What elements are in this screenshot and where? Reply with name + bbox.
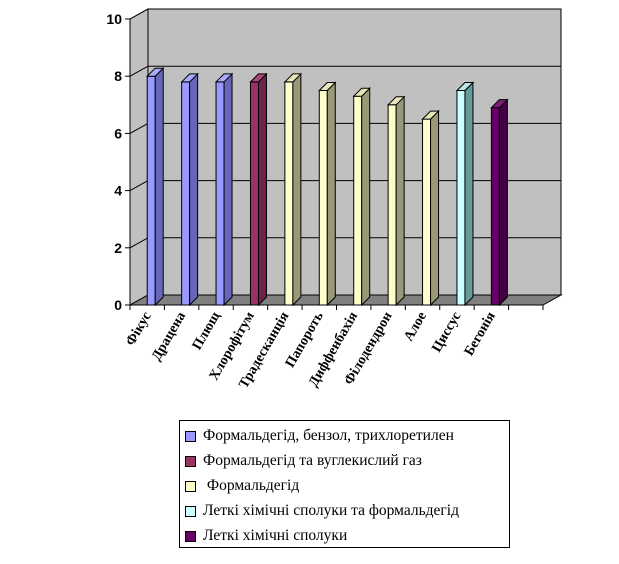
bar-front <box>181 81 191 306</box>
bar-2 <box>180 72 199 307</box>
legend-swatch-4 <box>185 505 196 517</box>
bar-top <box>180 73 199 83</box>
legend-label-3: Формальдегід <box>203 477 300 494</box>
bar-side <box>464 81 474 307</box>
bar-7 <box>352 87 371 307</box>
gridline-side <box>129 8 149 20</box>
bar-front <box>387 104 397 306</box>
bar-top <box>352 87 371 97</box>
legend-item-5: Леткі хімічні сполуки <box>185 525 347 547</box>
bar-9 <box>421 109 440 307</box>
y-tick-label: 0 <box>114 297 122 313</box>
legend: Формальдегід, бензол, трихлоретилен Форм… <box>179 420 510 548</box>
bar-top <box>214 73 234 83</box>
bar-top <box>490 99 509 109</box>
bar-1 <box>146 66 165 307</box>
bar-top <box>318 82 337 91</box>
y-tick-label: 8 <box>114 68 122 84</box>
legend-label-1: Формальдегід, бензол, трихлоретилен <box>203 427 454 444</box>
bar-8 <box>386 95 406 307</box>
legend-item-4: Леткі хімічні сполуки та формальдегід <box>185 500 459 522</box>
legend-label-2: Формальдегід та вуглекислий газ <box>203 452 422 469</box>
legend-item-3: Формальдегід <box>185 475 299 497</box>
y-tick-label: 4 <box>114 183 122 199</box>
legend-item-2: Формальдегід та вуглекислий газ <box>185 450 422 472</box>
bar-front <box>318 90 328 306</box>
side-wall <box>129 8 149 306</box>
legend-swatch-3 <box>185 480 196 492</box>
legend-swatch-2 <box>185 455 196 467</box>
gridline-side <box>129 180 149 192</box>
x-tick-label: Циссус <box>429 310 464 356</box>
y-tick-label: 6 <box>114 125 122 141</box>
bar-10 <box>455 81 475 307</box>
bar-11 <box>490 98 509 307</box>
bar-front <box>215 81 225 306</box>
legend-label-4: Леткі хімічні сполуки та формальдегід <box>203 502 459 519</box>
bar-side <box>395 95 405 307</box>
bar-top <box>386 96 406 106</box>
x-tick-label: Бегонія <box>462 309 499 358</box>
legend-item-1: Формальдегід, бензол, трихлоретилен <box>185 425 454 447</box>
bar-front <box>422 118 432 306</box>
bar-front <box>249 81 259 306</box>
bar-front <box>284 81 294 306</box>
y-tick-label: 2 <box>114 240 122 256</box>
bar-4 <box>249 72 268 307</box>
x-tick-label: Алое <box>401 310 430 345</box>
bar-side <box>326 81 336 307</box>
bar-side <box>430 109 440 307</box>
bar-top <box>455 82 475 91</box>
bar-side <box>292 72 302 307</box>
x-tick-label: Драцена <box>149 310 189 364</box>
bar-side <box>223 72 233 307</box>
x-tick-label: Плющ <box>190 309 224 352</box>
bar-top <box>283 73 303 83</box>
bar-front <box>146 75 156 306</box>
bar-side <box>154 66 164 307</box>
gridline-side <box>129 122 149 134</box>
bar-side <box>498 98 508 307</box>
bar-front <box>490 107 500 306</box>
bar-top <box>421 110 440 120</box>
bar-side <box>189 72 199 307</box>
x-tick-label: Фікус <box>123 310 154 349</box>
bar-top <box>146 67 165 77</box>
bar-front <box>353 95 363 306</box>
bar-side <box>361 87 371 307</box>
bar-6 <box>318 81 337 307</box>
bar-side <box>257 72 267 307</box>
legend-swatch-1 <box>185 430 196 442</box>
bar-5 <box>283 72 303 307</box>
legend-swatch-5 <box>185 530 196 542</box>
legend-label-5: Леткі хімічні сполуки <box>203 527 348 544</box>
bars <box>146 66 509 307</box>
gridline-side <box>129 65 149 77</box>
y-tick-label: 10 <box>106 11 122 27</box>
gridline-side <box>129 237 149 249</box>
bar-top <box>249 73 268 83</box>
bar-3 <box>214 72 234 307</box>
bar-front <box>456 90 466 306</box>
